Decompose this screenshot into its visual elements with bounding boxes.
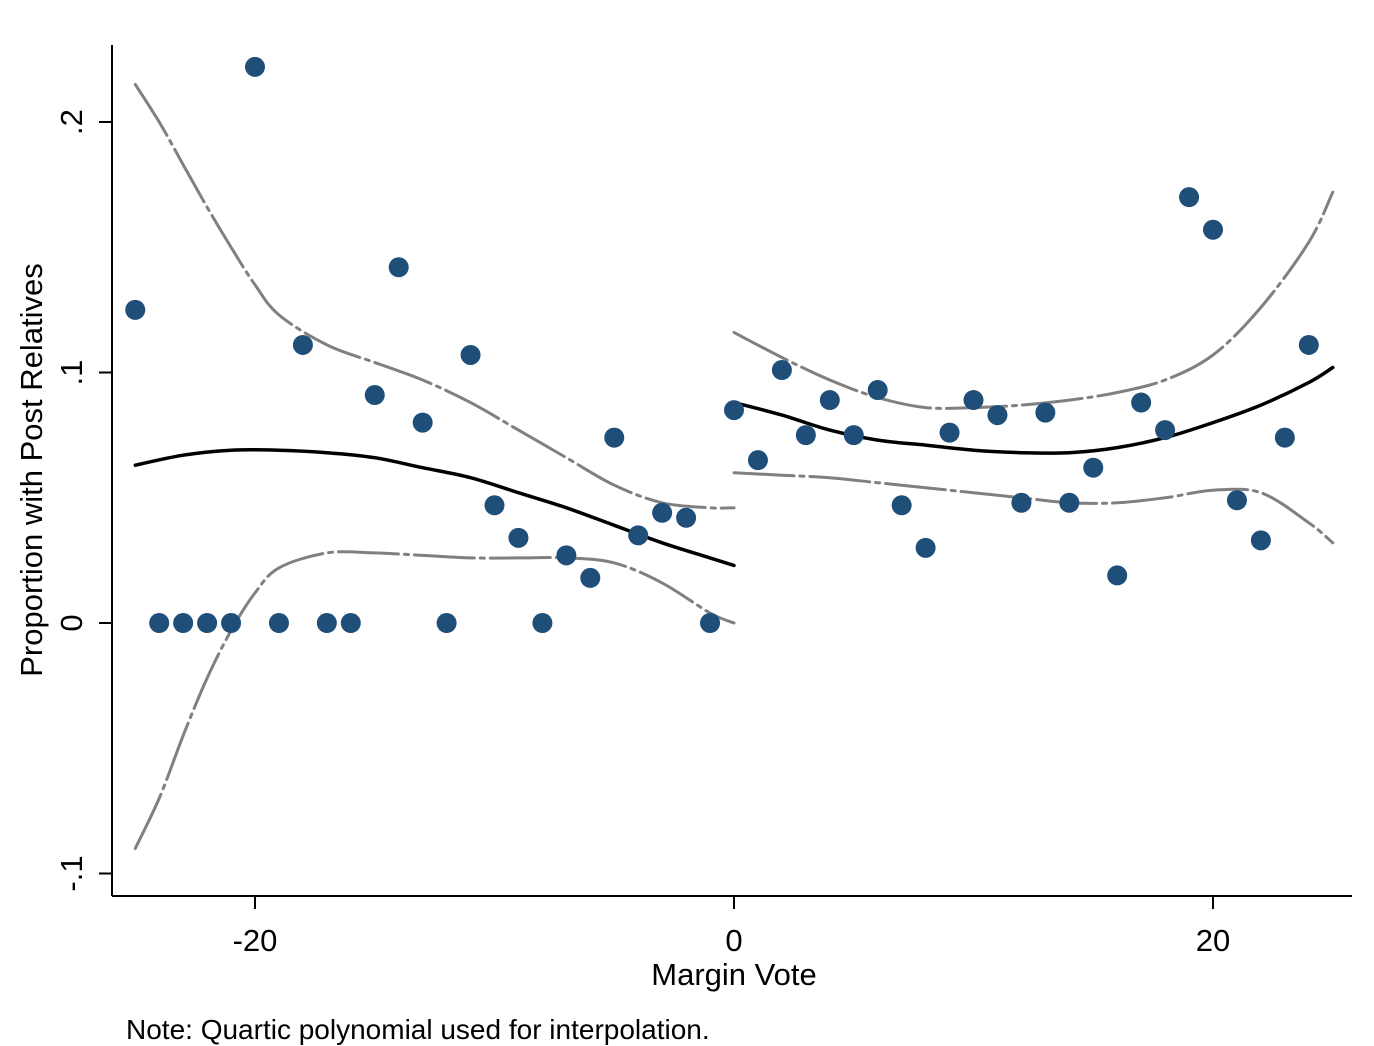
x-tick-label: 20 <box>1196 923 1230 958</box>
data-point <box>867 380 888 401</box>
data-point <box>604 427 625 448</box>
data-point <box>221 613 242 633</box>
data-point <box>436 613 457 633</box>
data-point <box>700 613 721 633</box>
data-point <box>1011 492 1032 513</box>
data-point <box>747 450 768 471</box>
data-point <box>460 344 481 365</box>
data-points <box>125 56 1319 633</box>
data-point <box>149 613 170 633</box>
y-tick-label: .2 <box>54 109 89 135</box>
data-point <box>819 390 840 411</box>
data-point <box>795 425 816 446</box>
data-point <box>1155 420 1176 441</box>
data-point <box>125 299 146 320</box>
data-point <box>915 537 936 558</box>
data-point <box>652 502 673 523</box>
data-point <box>1250 530 1271 551</box>
data-point <box>316 613 337 633</box>
data-point <box>1131 392 1152 413</box>
data-point <box>963 390 984 411</box>
data-point <box>1035 402 1056 423</box>
data-point <box>173 613 194 633</box>
data-point <box>268 613 289 633</box>
data-point <box>1298 334 1319 355</box>
y-tick-label: .1 <box>54 360 89 386</box>
y-tick-label: -.1 <box>54 855 89 891</box>
data-point <box>771 359 792 380</box>
ci-upper-line <box>732 190 1335 410</box>
data-point <box>987 405 1008 426</box>
y-axis-title: Proportion with Post Relatives <box>14 263 49 677</box>
data-point <box>843 425 864 446</box>
axis-ticks: -20 0 20 -.1 0 .1 .2 <box>54 109 1230 958</box>
data-point <box>508 527 529 548</box>
ci-lower-line <box>133 550 736 850</box>
data-point <box>676 507 697 528</box>
data-point <box>556 545 577 566</box>
data-point <box>724 400 744 421</box>
data-point <box>1083 457 1104 478</box>
data-point <box>1107 565 1128 586</box>
x-tick-label: 0 <box>725 923 742 958</box>
ci-upper-line <box>133 82 736 510</box>
data-point <box>484 495 505 516</box>
data-point <box>580 567 601 588</box>
data-point <box>197 613 218 633</box>
data-point <box>1203 219 1223 240</box>
fit-line <box>732 365 1335 455</box>
chart-note: Note: Quartic polynomial used for interp… <box>126 1014 710 1045</box>
data-point <box>1274 427 1295 448</box>
data-point <box>1226 490 1247 511</box>
data-point <box>628 525 649 546</box>
data-point <box>1179 187 1200 208</box>
fit-line <box>133 447 736 568</box>
x-tick-label: -20 <box>233 923 278 958</box>
data-point <box>939 422 960 443</box>
y-tick-label: 0 <box>54 614 89 631</box>
data-point <box>1059 492 1080 513</box>
data-point <box>364 385 385 406</box>
data-point <box>292 334 313 355</box>
data-point <box>532 613 553 633</box>
data-point <box>891 495 912 516</box>
fit-curves <box>133 82 1335 850</box>
data-point <box>388 257 409 278</box>
data-point <box>245 56 265 77</box>
data-point <box>340 613 361 633</box>
x-axis-title: Margin Vote <box>651 957 816 992</box>
data-point <box>412 412 433 433</box>
ci-lower-line <box>732 471 1335 545</box>
